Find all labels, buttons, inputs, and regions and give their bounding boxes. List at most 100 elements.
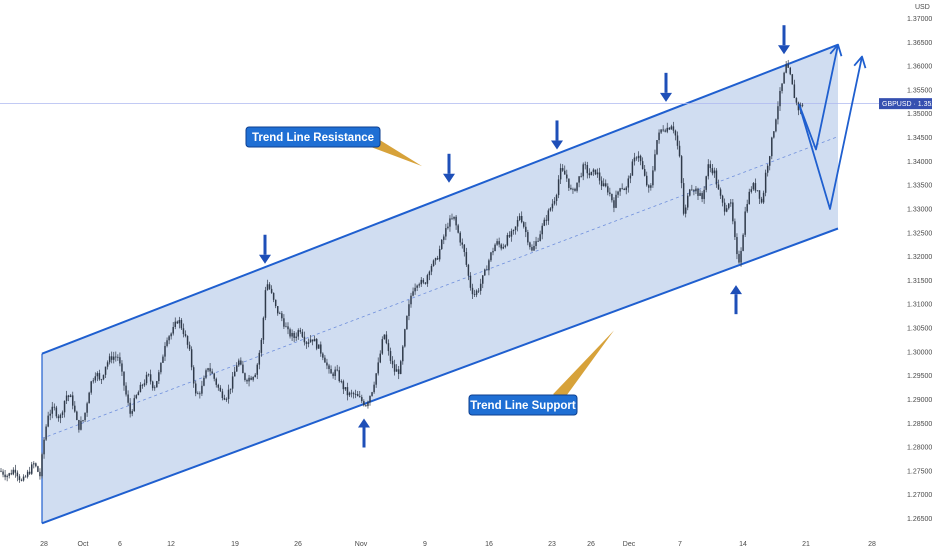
candle-body <box>281 313 283 319</box>
candle-body <box>139 384 142 393</box>
candle-body <box>371 392 373 396</box>
candle-body <box>233 371 236 377</box>
candle-body <box>635 157 638 159</box>
candle-body <box>238 360 240 366</box>
candle-body <box>766 165 769 173</box>
candle-body <box>543 219 545 226</box>
candle-body <box>356 394 359 397</box>
candle-body <box>94 376 97 381</box>
candlesticks <box>0 59 804 483</box>
candle-body <box>537 240 539 242</box>
candle-body <box>20 479 23 481</box>
candle-body <box>63 400 66 413</box>
candle-body <box>414 287 416 292</box>
time-tick-label: 12 <box>167 541 175 548</box>
candle-body <box>475 290 478 295</box>
candle-body <box>781 83 783 91</box>
candle-body <box>43 439 45 455</box>
candle-body <box>764 172 767 193</box>
candle-body <box>678 145 681 157</box>
candle-body <box>340 381 343 382</box>
candle-body <box>709 164 712 169</box>
candle-body <box>662 129 664 131</box>
candle-body <box>750 189 753 192</box>
candle-body <box>418 284 420 286</box>
candle-body <box>141 384 144 386</box>
candle-body <box>334 369 336 377</box>
candle-body <box>84 412 86 421</box>
candle-body <box>654 154 656 171</box>
candle-body <box>428 271 431 276</box>
candle-body <box>508 235 511 237</box>
candle-body <box>221 391 224 399</box>
candle-body <box>754 183 757 191</box>
time-tick-label: 16 <box>485 541 493 548</box>
candle-body <box>47 415 49 427</box>
candle-body <box>648 185 650 188</box>
candle-body <box>121 363 123 372</box>
candle-body <box>266 284 269 291</box>
candle-body <box>656 140 658 155</box>
candle-body <box>291 332 293 337</box>
candle-body <box>174 321 176 327</box>
candle-body <box>18 476 21 480</box>
candle-body <box>344 387 347 390</box>
candle-body <box>482 275 484 284</box>
candle-body <box>31 464 33 474</box>
candle-body <box>268 284 271 289</box>
candle-body <box>389 351 392 361</box>
candle-body <box>297 330 299 337</box>
candle-body <box>277 306 279 314</box>
candle-body <box>236 365 238 372</box>
candle-body <box>119 357 121 364</box>
candle-body <box>510 231 513 237</box>
candle-body <box>684 207 687 214</box>
time-tick-label: Oct <box>78 541 89 548</box>
candle-body <box>102 374 105 380</box>
candle-body <box>459 232 461 243</box>
candle-body <box>387 343 390 352</box>
trend-channel <box>0 43 902 525</box>
candle-body <box>158 372 160 382</box>
candle-body <box>92 380 94 382</box>
candle-body <box>260 339 263 353</box>
price-tag-label: GBPUSD · 1.35212 <box>882 101 932 108</box>
candle-body <box>639 155 642 162</box>
candle-body <box>110 356 113 360</box>
time-axis[interactable]: 28 Oct 6 12 19 26 Nov 9 16 23 26 Dec 7 14 21 28 <box>40 541 876 548</box>
candle-body <box>348 392 351 396</box>
candle-body <box>715 170 718 185</box>
candle-body <box>295 336 297 338</box>
candle-body <box>707 164 709 177</box>
candle-body <box>477 290 480 292</box>
candle-body <box>455 216 457 226</box>
candle-body <box>244 373 246 380</box>
candle-body <box>207 368 209 371</box>
candle-body <box>576 182 578 191</box>
candle-body <box>240 360 242 365</box>
candle-body <box>596 172 599 175</box>
candle-body <box>531 247 533 251</box>
candle-body <box>326 362 328 366</box>
candle-body <box>557 179 560 196</box>
candle-body <box>756 190 759 192</box>
time-tick-label: 7 <box>678 541 682 548</box>
candle-body <box>145 374 148 384</box>
candle-body <box>209 368 211 372</box>
price-axis[interactable]: USD 1.37000 1.36500 1.36000 1.35500 1.35000 1.… <box>879 4 932 523</box>
candle-body <box>463 244 466 253</box>
candle-body <box>584 164 586 166</box>
candle-body <box>713 170 716 174</box>
candle-body <box>402 346 404 362</box>
candle-body <box>689 189 691 196</box>
candle-body <box>434 258 437 261</box>
candle-body <box>354 394 357 395</box>
candle-body <box>568 178 570 188</box>
candle-body <box>582 164 584 177</box>
candle-body <box>293 332 295 338</box>
candle-body <box>404 329 406 347</box>
price-tick-label: 1.37000 <box>907 16 932 23</box>
candle-body <box>492 251 494 253</box>
candle-body <box>617 191 619 195</box>
